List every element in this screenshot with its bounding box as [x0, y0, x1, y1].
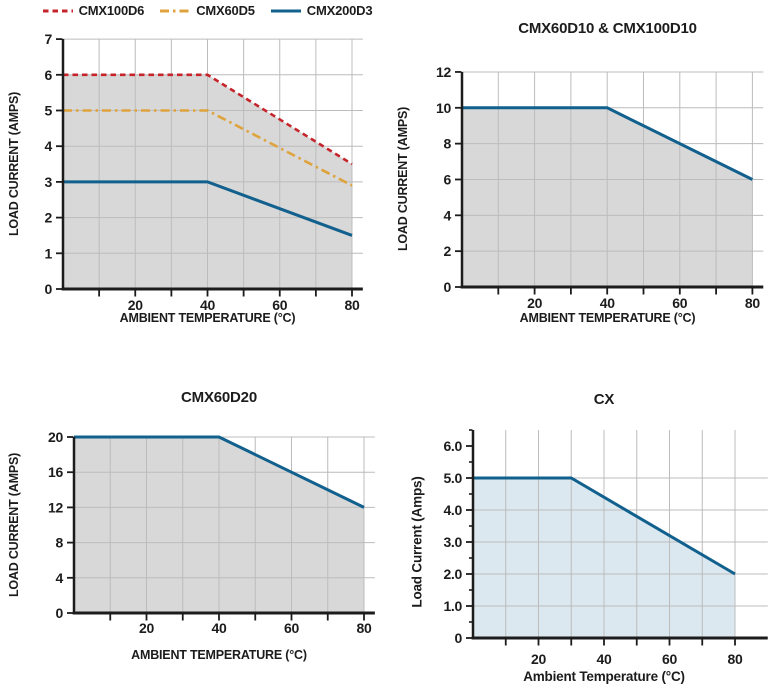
svg-text:1.0: 1.0 [443, 598, 462, 614]
svg-text:4.0: 4.0 [443, 502, 462, 518]
chart-plot-area: 20 40 60 80 0 1 2 3 4 5 6 7 [45, 31, 363, 313]
x-axis-label: AMBIENT TEMPERATURE (°C) [131, 648, 307, 662]
svg-text:6.0: 6.0 [443, 438, 462, 454]
svg-text:0: 0 [455, 630, 463, 646]
y-axis-label: LOAD CURRENT (AMPS) [7, 452, 21, 598]
x-axis-label: AMBIENT TEMPERATURE (°C) [119, 311, 296, 325]
svg-text:0: 0 [45, 281, 53, 297]
svg-text:10: 10 [436, 100, 451, 116]
svg-text:20: 20 [128, 297, 143, 313]
svg-text:7: 7 [45, 31, 53, 47]
legend-item: CMX60D5 [160, 3, 255, 18]
svg-text:60: 60 [672, 295, 687, 311]
svg-text:8: 8 [56, 535, 64, 551]
svg-text:40: 40 [212, 620, 227, 636]
y-axis-label: LOAD CURRENT (AMPS) [396, 106, 410, 252]
svg-text:80: 80 [357, 620, 372, 636]
svg-text:12: 12 [436, 64, 451, 80]
svg-text:60: 60 [272, 297, 287, 313]
svg-text:16: 16 [48, 464, 63, 480]
svg-text:60: 60 [662, 651, 677, 667]
chart-legend: CMX100D6 CMX60D5 CMX200D3 [42, 3, 373, 18]
legend-line-swatch-icon [42, 9, 73, 12]
chart-cx: 20 40 60 80 0 1.0 2.0 3.0 4.0 5.0 6.0 CX Ambient T… [389, 347, 778, 694]
legend-line-swatch-icon [160, 9, 191, 12]
svg-text:3: 3 [45, 174, 53, 190]
svg-text:20: 20 [527, 295, 542, 311]
svg-text:5: 5 [45, 103, 53, 119]
svg-text:0: 0 [56, 605, 64, 621]
svg-text:4: 4 [444, 207, 452, 223]
chart-cmx100d6-cmx60d5-cmx200d3: CMX100D6 CMX60D5 CMX200D3 20 40 60 80 0 1 2 3 4 5 6 7… [0, 0, 389, 347]
svg-text:40: 40 [600, 295, 615, 311]
svg-text:20: 20 [48, 429, 63, 445]
svg-text:5.0: 5.0 [443, 470, 462, 486]
svg-text:4: 4 [45, 138, 53, 154]
chart-title: CMX60D10 & CMX100D10 [518, 20, 697, 37]
svg-text:2: 2 [45, 210, 53, 226]
svg-text:6: 6 [45, 67, 53, 83]
svg-text:6: 6 [444, 171, 452, 187]
legend-item: CMX200D3 [270, 3, 373, 18]
legend-line-swatch-icon [270, 9, 301, 12]
svg-text:8: 8 [444, 136, 452, 152]
svg-text:80: 80 [745, 295, 760, 311]
chart-plot-area: 20 40 60 80 0 2 4 6 8 10 12 [436, 64, 764, 311]
svg-text:12: 12 [48, 499, 63, 515]
svg-text:1: 1 [45, 245, 53, 261]
svg-text:80: 80 [728, 651, 743, 667]
x-axis-label: AMBIENT TEMPERATURE (°C) [519, 311, 696, 325]
chart-plot-area: 20 40 60 80 0 4 8 12 16 20 [48, 429, 375, 636]
chart-title: CX [593, 391, 615, 408]
chart-plot-area: 20 40 60 80 0 1.0 2.0 3.0 4.0 5.0 6.0 [443, 429, 768, 667]
legend-label: CMX100D6 [78, 3, 145, 18]
y-axis-label: LOAD CURRENT (AMPS) [7, 91, 21, 237]
y-axis-label: Load Current (Amps) [409, 476, 425, 608]
chart-cmx60d20: 20 40 60 80 0 4 8 12 16 20 CMX60D20 AMBIENT TEMPE… [0, 347, 389, 694]
legend-label: CMX200D3 [306, 3, 373, 18]
svg-text:2: 2 [444, 243, 452, 259]
svg-text:0: 0 [444, 279, 452, 295]
svg-text:20: 20 [531, 651, 546, 667]
svg-text:40: 40 [200, 297, 215, 313]
x-axis-label: Ambient Temperature (°C) [523, 669, 685, 684]
chart-cmx60d10-cmx100d10: 20 40 60 80 0 2 4 6 8 10 12 CMX60D10 & CMX100D10 A… [389, 0, 778, 347]
svg-text:40: 40 [597, 651, 612, 667]
svg-text:3.0: 3.0 [443, 534, 462, 550]
svg-text:2.0: 2.0 [443, 566, 462, 582]
svg-text:20: 20 [139, 620, 154, 636]
legend-item: CMX100D6 [42, 3, 145, 18]
svg-text:60: 60 [284, 620, 299, 636]
svg-text:4: 4 [56, 570, 64, 586]
chart-title: CMX60D20 [181, 389, 257, 406]
legend-label: CMX60D5 [196, 3, 255, 18]
svg-text:80: 80 [345, 297, 360, 313]
